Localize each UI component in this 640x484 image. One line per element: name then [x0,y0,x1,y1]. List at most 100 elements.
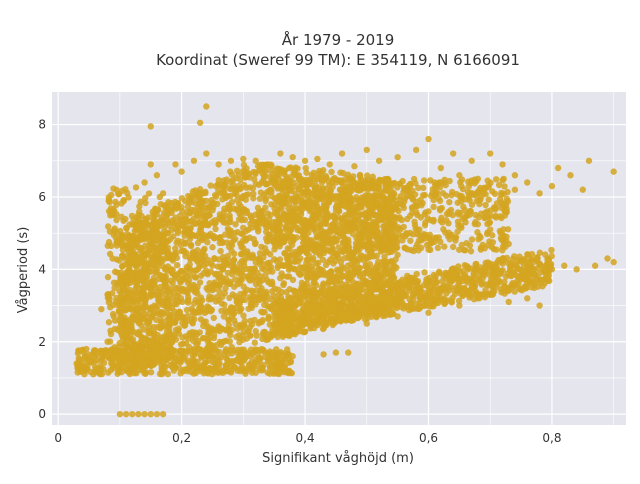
data-point [443,217,449,223]
data-point [327,297,333,303]
data-point [455,222,461,228]
data-point [151,256,157,262]
data-point [292,256,298,262]
data-point [165,255,171,261]
data-point [157,284,163,290]
data-point [212,360,218,366]
data-point [543,262,549,268]
data-point [227,168,233,174]
data-point [134,282,140,288]
data-point [300,322,306,328]
data-point [390,221,396,227]
data-point [348,198,354,204]
data-point [90,350,96,356]
data-point [245,226,251,232]
data-point [316,271,322,277]
data-point [262,272,268,278]
data-point [212,327,218,333]
data-point [423,279,429,285]
data-point [256,319,262,325]
data-point [248,266,254,272]
data-point [436,234,442,240]
data-point [261,302,267,308]
data-point [452,234,458,240]
data-point [183,216,189,222]
data-point [239,364,245,370]
data-point [229,350,235,356]
data-point [362,195,368,201]
data-point [247,332,253,338]
data-point [173,202,179,208]
data-point [482,202,488,208]
data-point [241,346,247,352]
data-point [358,309,364,315]
data-point [358,182,364,188]
data-point [249,321,255,327]
data-point [497,213,503,219]
data-point [256,167,262,173]
data-point [347,270,353,276]
data-point [184,290,190,296]
data-point [407,230,413,236]
data-point [221,302,227,308]
data-point [404,246,410,252]
data-point [271,256,277,262]
data-point [253,328,259,334]
data-point [339,306,345,312]
data-point [241,328,247,334]
data-point [450,244,456,250]
data-point [184,267,190,273]
data-point [205,208,211,214]
data-point [428,295,434,301]
data-point [320,167,326,173]
data-point [385,259,391,265]
data-point [373,192,379,198]
data-point [330,224,336,230]
data-point [473,261,479,267]
data-point [179,195,185,201]
data-point [394,280,400,286]
data-point [171,367,177,373]
data-point [222,290,228,296]
data-point [176,298,182,304]
data-point [440,273,446,279]
data-point [191,370,197,376]
data-point [487,219,493,225]
data-point [492,191,498,197]
data-point [257,250,263,256]
data-point [354,248,360,254]
data-point [129,314,135,320]
data-point [428,193,434,199]
data-point [258,180,264,186]
data-point [468,276,474,282]
data-point [350,290,356,296]
data-point [437,286,443,292]
data-point [176,365,182,371]
data-point [327,229,333,235]
data-point [255,205,261,211]
data-point [444,211,450,217]
data-point [329,246,335,252]
data-point [320,298,326,304]
data-point [219,326,225,332]
data-point [264,223,270,229]
data-point [244,248,250,254]
data-point [548,247,554,253]
data-point [195,189,201,195]
data-point [142,285,148,291]
data-point [259,366,265,372]
data-point [298,199,304,205]
data-point [182,240,188,246]
data-point [465,209,471,215]
data-point [225,256,231,262]
data-point [421,302,427,308]
data-point [178,341,184,347]
data-point [245,191,251,197]
data-point [239,258,245,264]
data-point [387,279,393,285]
data-point [277,360,283,366]
data-point [143,216,149,222]
data-point [333,238,339,244]
data-point [263,195,269,201]
data-point [243,235,249,241]
